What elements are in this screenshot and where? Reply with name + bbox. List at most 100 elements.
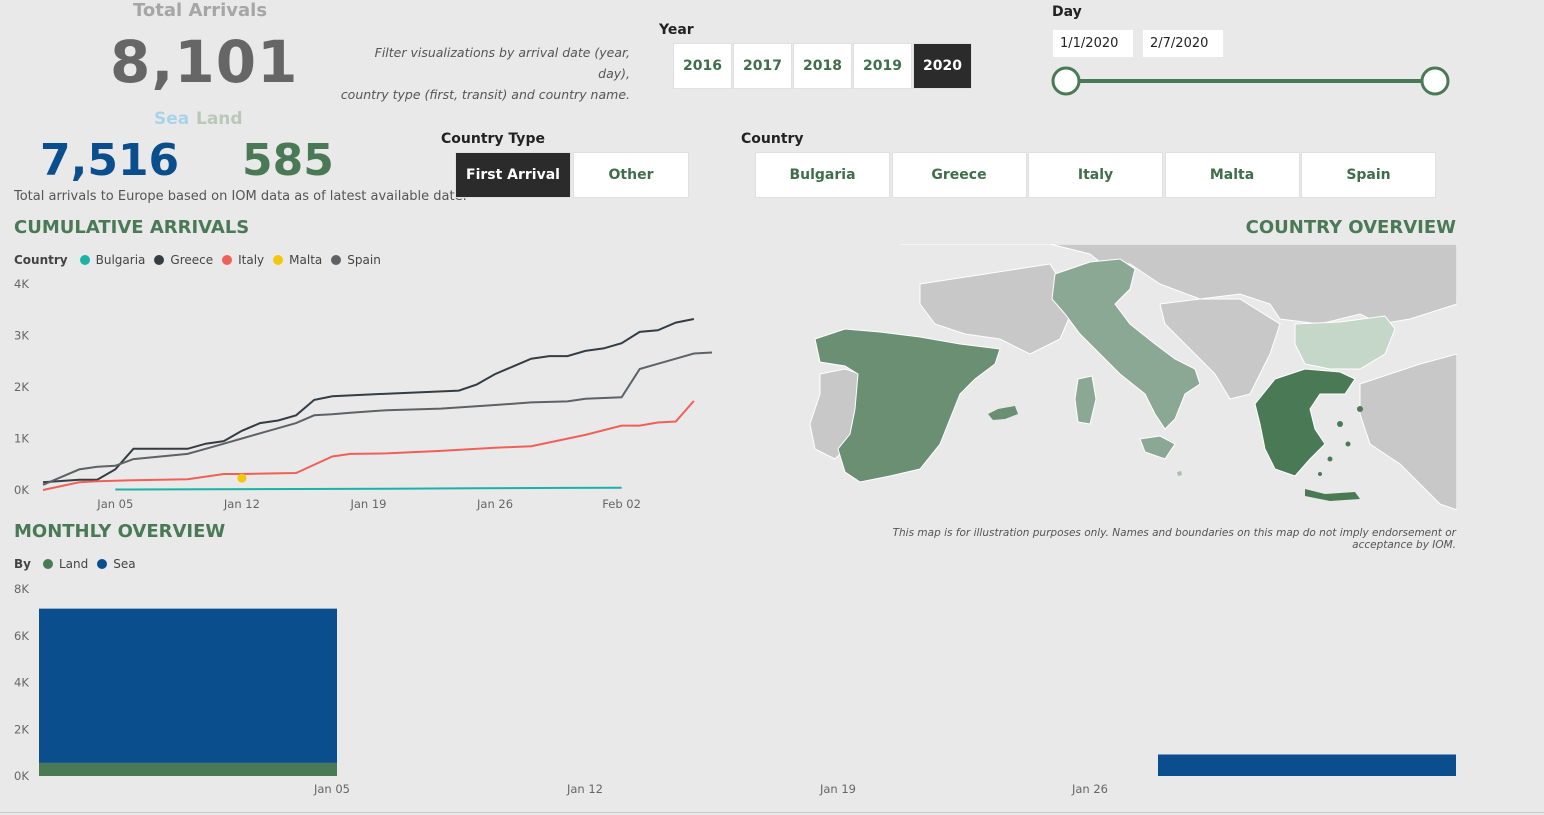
end-date-input[interactable]: 2/7/2020 bbox=[1143, 30, 1223, 57]
map-aegean-island bbox=[1345, 441, 1351, 447]
monthly-x-tick: Jan 12 bbox=[566, 782, 603, 796]
cumulative-x-tick: Jan 12 bbox=[223, 497, 260, 511]
monthly-y-tick: 0K bbox=[14, 769, 29, 783]
slider-end-handle[interactable] bbox=[1420, 66, 1450, 96]
total-arrivals-value: 8,101 bbox=[110, 28, 299, 96]
country-malta-button[interactable]: Malta bbox=[1164, 152, 1300, 198]
monthly-overview-chart: 0K 2K 4K 6K 8K Jan 05 Jan 12 Jan 19 Jan 26 bbox=[14, 582, 1456, 796]
cumulative-legend: Country Bulgaria Greece Italy Malta Spain bbox=[14, 253, 381, 267]
cumulative-x-tick: Jan 19 bbox=[349, 497, 386, 511]
cumulative-y-tick: 0K bbox=[14, 483, 29, 497]
monthly-legend-label-sea[interactable]: Sea bbox=[113, 557, 136, 571]
cumulative-legend-label-italy[interactable]: Italy bbox=[238, 253, 265, 267]
kpi-footnote: Total arrivals to Europe based on IOM da… bbox=[14, 189, 467, 204]
sea-arrivals-value: 7,516 bbox=[40, 135, 180, 186]
map-balearic-islands bbox=[988, 406, 1018, 420]
map-aegean-island bbox=[1327, 456, 1333, 462]
country-slicer-label: Country bbox=[741, 131, 804, 147]
monthly-x-tick: Jan 05 bbox=[313, 782, 350, 796]
cumulative-legend-marker-spain bbox=[331, 255, 342, 265]
bar-sea-2[interactable] bbox=[1158, 754, 1456, 776]
monthly-y-tick: 8K bbox=[14, 582, 29, 596]
map-aegean-island bbox=[1357, 406, 1363, 412]
bar-land-1[interactable] bbox=[39, 762, 337, 776]
start-date-input[interactable]: 1/1/2020 bbox=[1053, 30, 1133, 57]
country-overview-title: COUNTRY OVERVIEW bbox=[1245, 217, 1456, 238]
year-button-2018[interactable]: 2018 bbox=[793, 43, 852, 89]
land-arrivals-value: 585 bbox=[242, 135, 334, 186]
country-overview-map[interactable] bbox=[800, 244, 1457, 510]
sea-label: Sea bbox=[154, 109, 190, 129]
monthly-legend-marker-land bbox=[42, 559, 53, 569]
map-bulgaria[interactable] bbox=[1294, 315, 1396, 370]
map-greece[interactable] bbox=[1254, 368, 1356, 477]
monthly-legend-marker-sea bbox=[97, 559, 108, 569]
cumulative-y-tick: 4K bbox=[14, 277, 29, 291]
year-slicer-label: Year bbox=[659, 22, 694, 38]
map-italy[interactable] bbox=[1051, 258, 1201, 430]
country-greece-button[interactable]: Greece bbox=[891, 152, 1027, 198]
monthly-x-tick: Jan 19 bbox=[819, 782, 856, 796]
country-type-first-arrival-button[interactable]: First Arrival bbox=[455, 152, 571, 198]
country-italy-button[interactable]: Italy bbox=[1028, 152, 1163, 198]
series-line-bulgaria[interactable] bbox=[115, 486, 622, 491]
turkey-shape bbox=[1359, 353, 1457, 510]
cumulative-arrivals-title: CUMULATIVE ARRIVALS bbox=[14, 217, 250, 238]
balkans-shape bbox=[1159, 298, 1281, 400]
series-line-spain[interactable] bbox=[42, 351, 713, 486]
country-type-slicer-label: Country Type bbox=[441, 131, 545, 147]
monthly-legend: By Land Sea bbox=[14, 557, 136, 571]
cumulative-x-tick: Jan 26 bbox=[476, 497, 513, 511]
cumulative-y-tick: 2K bbox=[14, 380, 29, 394]
land-label: Land bbox=[196, 109, 243, 129]
map-aegean-island bbox=[1318, 472, 1322, 476]
cumulative-legend-label-spain[interactable]: Spain bbox=[347, 253, 381, 267]
slider-start-handle[interactable] bbox=[1051, 66, 1081, 96]
cumulative-legend-marker-italy bbox=[222, 255, 233, 265]
monthly-overview-title: MONTHLY OVERVIEW bbox=[14, 521, 226, 542]
series-point-malta[interactable] bbox=[237, 473, 247, 483]
total-arrivals-title: Total Arrivals bbox=[133, 0, 268, 21]
cumulative-legend-title: Country bbox=[14, 253, 68, 267]
europe-background bbox=[900, 244, 1457, 325]
bar-sea-1[interactable] bbox=[39, 608, 337, 763]
country-type-other-button[interactable]: Other bbox=[573, 152, 689, 198]
cumulative-x-tick: Jan 05 bbox=[96, 497, 133, 511]
monthly-y-tick: 2K bbox=[14, 722, 29, 736]
cumulative-y-tick: 3K bbox=[14, 329, 29, 343]
cumulative-legend-marker-bulgaria bbox=[79, 255, 90, 265]
day-slicer-label: Day bbox=[1052, 4, 1082, 20]
map-disclaimer: This map is for illustration purposes on… bbox=[892, 527, 1456, 551]
page-bottom-divider bbox=[0, 812, 1544, 813]
filter-instructions-line-2: country type (first, transit) and countr… bbox=[340, 87, 630, 102]
map-sardinia bbox=[1074, 375, 1097, 425]
year-button-2017[interactable]: 2017 bbox=[733, 43, 792, 89]
monthly-legend-label-land[interactable]: Land bbox=[58, 557, 89, 571]
cumulative-legend-label-malta[interactable]: Malta bbox=[289, 253, 323, 267]
cumulative-legend-label-greece[interactable]: Greece bbox=[170, 253, 214, 267]
map-crete bbox=[1305, 489, 1360, 501]
filter-instructions: Filter visualizations by arrival date (y… bbox=[340, 42, 630, 105]
cumulative-y-tick: 1K bbox=[14, 432, 29, 446]
series-line-greece[interactable] bbox=[42, 318, 695, 484]
map-spain[interactable] bbox=[814, 328, 1001, 483]
monthly-y-tick: 6K bbox=[14, 629, 29, 643]
country-bulgaria-button[interactable]: Bulgaria bbox=[755, 152, 890, 198]
year-button-2016[interactable]: 2016 bbox=[673, 43, 732, 89]
cumulative-legend-marker-greece bbox=[154, 255, 165, 265]
map-malta[interactable] bbox=[1177, 471, 1182, 476]
map-sicily bbox=[1139, 435, 1176, 460]
country-spain-button[interactable]: Spain bbox=[1301, 152, 1436, 198]
day-range-slider[interactable] bbox=[1040, 60, 1470, 104]
year-button-2019[interactable]: 2019 bbox=[853, 43, 912, 89]
cumulative-legend-marker-malta bbox=[273, 255, 284, 265]
cumulative-arrivals-chart: 0K 1K 2K 3K 4K Jan 05 Jan 12 Jan 19 Jan 26 Feb 02 bbox=[14, 277, 713, 511]
monthly-x-tick: Jan 26 bbox=[1071, 782, 1108, 796]
cumulative-x-tick: Feb 02 bbox=[602, 497, 641, 511]
cumulative-legend-label-bulgaria[interactable]: Bulgaria bbox=[95, 253, 146, 267]
monthly-legend-title: By bbox=[14, 557, 31, 571]
year-button-2020[interactable]: 2020 bbox=[913, 43, 972, 89]
map-aegean-island bbox=[1337, 421, 1343, 427]
series-line-italy[interactable] bbox=[42, 400, 695, 491]
monthly-y-tick: 4K bbox=[14, 676, 29, 690]
